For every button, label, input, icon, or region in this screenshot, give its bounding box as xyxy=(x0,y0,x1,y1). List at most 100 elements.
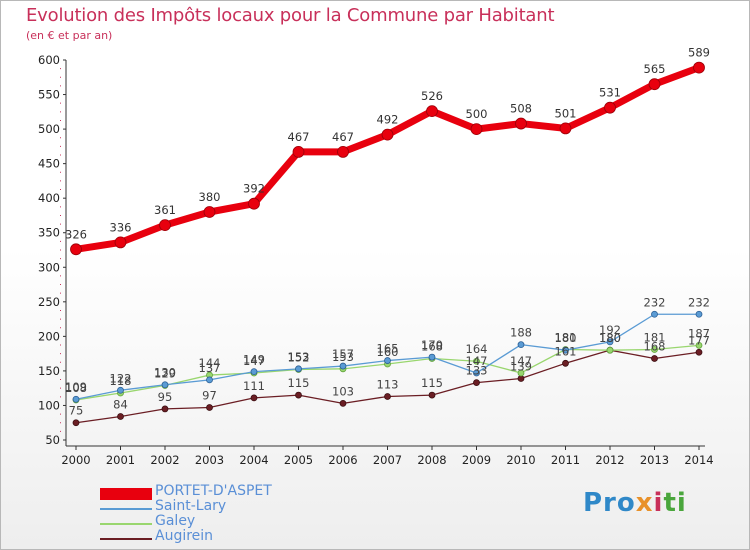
x-tick-label: 2011 xyxy=(551,453,580,467)
logo-part: Pro xyxy=(583,488,636,518)
data-point xyxy=(70,243,82,256)
data-label: 129 xyxy=(154,366,176,380)
data-label: 508 xyxy=(510,102,532,116)
x-tick-label: 2003 xyxy=(195,453,224,467)
chart-axes: 50 100 150 200 250 300 350 400 450 500 550 600 2000 2… xyxy=(38,53,714,467)
data-point xyxy=(648,78,661,91)
data-label: 152 xyxy=(288,351,310,365)
y-tick-label: 550 xyxy=(38,88,60,102)
legend-swatch xyxy=(100,488,152,500)
y-tick-label: 150 xyxy=(38,364,60,378)
data-point xyxy=(517,375,525,382)
data-label: 160 xyxy=(377,345,399,359)
data-point xyxy=(473,369,480,377)
data-label: 188 xyxy=(510,326,532,340)
data-label: 531 xyxy=(599,86,621,100)
data-label: 139 xyxy=(510,360,532,374)
data-point xyxy=(339,362,347,370)
data-label: 149 xyxy=(243,353,265,367)
x-tick-label: 2008 xyxy=(417,453,446,467)
legend-swatch xyxy=(100,508,152,510)
data-point xyxy=(606,346,614,354)
y-tick-label: 300 xyxy=(38,260,60,274)
data-label: 392 xyxy=(243,182,265,196)
y-tick-label: 250 xyxy=(38,295,60,309)
data-point xyxy=(206,404,213,411)
data-label: 168 xyxy=(421,339,443,353)
data-label: 122 xyxy=(110,371,132,385)
data-label: 232 xyxy=(644,295,666,309)
data-label: 467 xyxy=(332,130,354,144)
data-label: 115 xyxy=(288,376,310,390)
data-point xyxy=(651,346,658,353)
data-point xyxy=(695,310,703,318)
data-label: 75 xyxy=(69,404,84,418)
data-label: 181 xyxy=(644,330,666,344)
data-point xyxy=(72,395,80,403)
data-label: 109 xyxy=(65,380,87,394)
data-point xyxy=(470,123,483,135)
data-label: 115 xyxy=(421,376,443,390)
data-point xyxy=(337,145,349,158)
data-label: 108 xyxy=(65,381,87,395)
x-tick-label: 2004 xyxy=(239,453,268,467)
data-label: 192 xyxy=(599,323,621,337)
x-tick-label: 2009 xyxy=(462,453,491,467)
data-label: 111 xyxy=(243,379,265,393)
data-label: 180 xyxy=(599,331,621,345)
legend-label: Galey xyxy=(155,513,196,529)
data-label: 147 xyxy=(466,354,488,368)
y-tick-label: 50 xyxy=(45,433,60,447)
data-point xyxy=(206,376,213,384)
data-point xyxy=(428,391,436,399)
data-point xyxy=(117,386,124,394)
data-label: 180 xyxy=(555,331,577,345)
data-label: 500 xyxy=(466,107,488,121)
data-label: 526 xyxy=(421,89,443,103)
x-tick-label: 2010 xyxy=(506,453,535,467)
data-point xyxy=(651,310,658,318)
data-label: 147 xyxy=(243,354,265,368)
x-tick-label: 2002 xyxy=(150,453,179,467)
legend-label: PORTET-D'ASPET xyxy=(155,483,272,499)
data-label: 380 xyxy=(199,190,221,204)
data-point xyxy=(295,391,302,399)
data-label: 97 xyxy=(202,389,217,403)
proxiti-logo: Proxiti xyxy=(583,488,687,518)
data-label: 118 xyxy=(110,374,132,388)
data-point xyxy=(517,341,525,349)
data-point xyxy=(562,346,569,354)
data-point xyxy=(428,353,436,361)
data-label: 565 xyxy=(644,62,666,76)
chart-subtitle: (en € et par an) xyxy=(26,29,113,42)
data-label: 170 xyxy=(421,338,443,352)
data-point xyxy=(515,117,527,130)
data-point xyxy=(562,359,569,367)
data-label: 137 xyxy=(199,361,221,375)
data-point xyxy=(695,348,703,356)
logo-part: x xyxy=(635,488,654,518)
data-point xyxy=(559,122,572,135)
x-tick-label: 2013 xyxy=(640,453,669,467)
data-point xyxy=(159,219,171,232)
data-label: 181 xyxy=(555,330,577,344)
logo-part: i xyxy=(653,488,664,518)
data-label: 361 xyxy=(154,203,176,217)
data-label: 187 xyxy=(688,326,710,340)
data-point xyxy=(604,101,616,114)
chart-series xyxy=(70,61,705,427)
data-label: 133 xyxy=(466,364,488,378)
data-point xyxy=(339,399,347,407)
data-point xyxy=(248,197,260,210)
data-label: 153 xyxy=(332,350,354,364)
legend-label: Saint-Lary xyxy=(155,498,227,514)
data-point xyxy=(72,419,80,427)
data-point xyxy=(473,379,480,387)
y-tick-label: 600 xyxy=(38,53,60,67)
data-label: 164 xyxy=(466,342,488,356)
data-point xyxy=(606,338,614,346)
data-label: 144 xyxy=(199,356,221,370)
data-label: 113 xyxy=(377,377,399,391)
